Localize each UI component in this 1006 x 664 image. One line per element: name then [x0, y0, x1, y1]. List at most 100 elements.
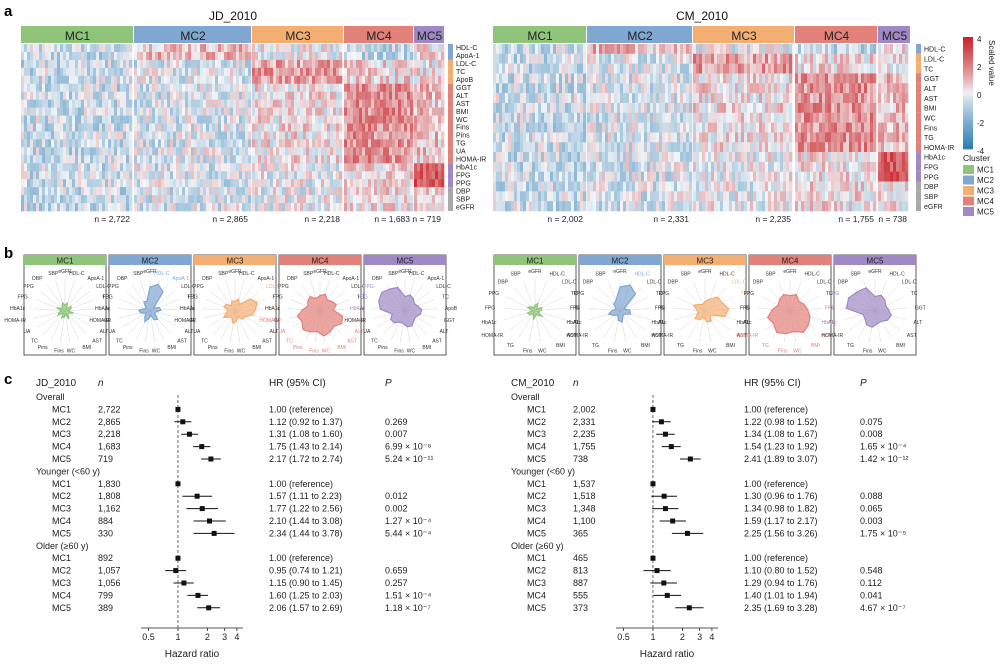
heat-cell	[858, 83, 862, 94]
heat-cell	[441, 179, 445, 188]
heat-cell	[668, 191, 672, 202]
heat-cell	[873, 132, 877, 143]
heat-cell	[356, 115, 360, 124]
heat-cell	[30, 51, 34, 61]
heat-cell	[429, 163, 433, 172]
heat-cell	[423, 91, 427, 100]
heat-cell	[318, 123, 322, 132]
heat-cell	[493, 171, 497, 182]
heat-cell	[255, 75, 259, 85]
heat-cell	[499, 112, 503, 123]
heat-cell	[677, 73, 681, 84]
heat-cell	[377, 139, 381, 148]
heat-cell	[795, 112, 799, 123]
heat-cell	[224, 179, 228, 188]
heat-cell	[756, 171, 760, 182]
heat-cell	[312, 131, 316, 140]
heat-cell	[353, 171, 357, 180]
heat-cell	[535, 93, 539, 104]
heat-cell	[380, 163, 384, 172]
heat-cell	[252, 171, 256, 180]
heat-cell	[197, 115, 201, 124]
heat-cell	[544, 152, 548, 163]
heat-cell	[574, 93, 578, 104]
heat-cell	[553, 102, 557, 114]
heat-cell	[671, 142, 675, 153]
heat-cell	[423, 155, 427, 164]
heat-cell	[267, 44, 271, 53]
heat-cell	[230, 44, 234, 53]
heat-cell	[629, 201, 633, 212]
heat-cell	[245, 187, 249, 196]
heat-cell	[502, 93, 506, 104]
heat-cell	[242, 187, 246, 196]
heat-cell	[264, 83, 268, 93]
heat-cell	[330, 171, 334, 180]
heat-cell	[218, 131, 222, 140]
heat-cell	[57, 51, 61, 61]
heat-cell	[374, 195, 378, 204]
heat-cell	[602, 122, 606, 133]
heat-cell	[267, 187, 271, 196]
heat-cell	[759, 191, 763, 202]
heat-cell	[846, 93, 850, 104]
heat-cell	[371, 139, 375, 148]
heat-cell	[327, 91, 331, 100]
heat-cell	[711, 93, 715, 104]
heat-cell	[197, 187, 201, 196]
heat-cell	[702, 171, 706, 182]
heat-cell	[493, 112, 497, 123]
heat-cell	[33, 147, 37, 156]
heat-cell	[867, 63, 871, 74]
heat-cell	[852, 53, 856, 64]
heat-cell	[532, 171, 536, 182]
heat-cell	[626, 44, 630, 55]
heat-cell	[401, 83, 405, 93]
heat-cell	[756, 44, 760, 55]
heat-cell	[57, 91, 61, 100]
heat-cell	[544, 161, 548, 173]
heat-cell	[350, 91, 354, 100]
heat-cell	[264, 67, 268, 77]
heat-cell	[344, 59, 348, 69]
heat-cell	[759, 44, 763, 55]
heat-cell	[185, 179, 189, 188]
heat-cell	[377, 99, 381, 108]
heat-cell	[350, 147, 354, 156]
heat-cell	[647, 102, 651, 114]
heat-cell	[252, 123, 256, 132]
heat-cell	[843, 44, 847, 55]
heat-cell	[729, 161, 733, 173]
heat-cell	[155, 147, 159, 156]
heat-cell	[404, 44, 408, 53]
heat-cell	[517, 112, 521, 123]
heat-cell	[318, 99, 322, 108]
heat-cell	[404, 171, 408, 180]
heat-cell	[689, 142, 693, 153]
heat-cell	[309, 171, 313, 180]
heat-cell	[855, 73, 859, 84]
heat-cell	[499, 122, 503, 133]
heat-cell	[306, 139, 310, 148]
heat-cell	[517, 44, 521, 55]
heat-cell	[858, 44, 862, 55]
heat-cell	[553, 161, 557, 173]
heat-cell	[21, 179, 25, 188]
heat-cell	[218, 123, 222, 132]
heat-cell	[735, 73, 739, 84]
heat-cell	[849, 142, 853, 153]
heat-cell	[401, 99, 405, 108]
heat-cell	[81, 131, 85, 140]
heat-cell	[401, 195, 405, 204]
heat-cell	[188, 131, 192, 140]
heat-cell	[264, 171, 268, 180]
heat-cell	[300, 107, 304, 116]
heat-cell	[614, 201, 618, 212]
heat-cell	[759, 73, 763, 84]
heat-cell	[126, 67, 130, 77]
heat-cell	[24, 115, 28, 124]
heat-cell	[51, 99, 55, 108]
heat-cell	[233, 59, 237, 69]
heat-cell	[123, 83, 127, 93]
